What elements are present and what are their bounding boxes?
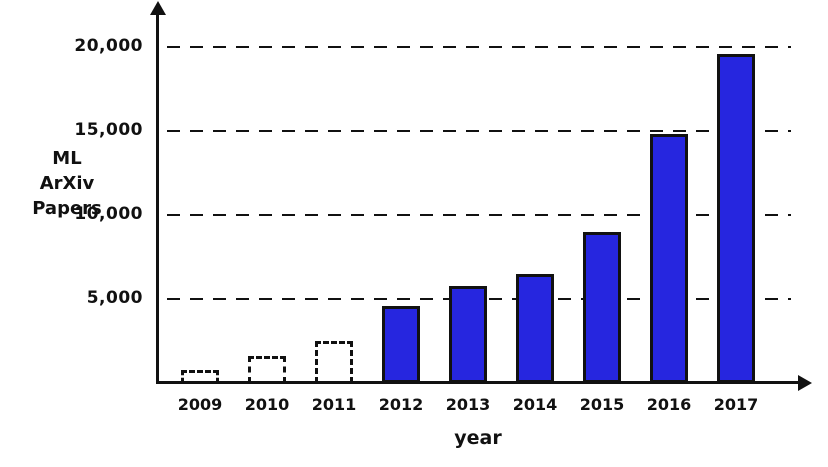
x-axis-line	[156, 381, 800, 384]
y-tick-label-10000: 10,000	[74, 204, 143, 224]
bar-2013	[449, 286, 487, 383]
x-tick-label-2014: 2014	[512, 395, 558, 414]
x-tick-label-2010: 2010	[244, 395, 290, 414]
bar-2010	[248, 356, 286, 383]
x-tick-label-2009: 2009	[177, 395, 223, 414]
gridline-10000	[167, 214, 791, 216]
y-axis-title: ML ArXiv Papers	[14, 146, 120, 222]
x-axis-arrow-icon	[798, 374, 812, 391]
y-axis-title-line-2: ArXiv	[39, 173, 95, 195]
gridline-20000	[167, 46, 791, 48]
x-tick-label-2012: 2012	[378, 395, 424, 414]
bar-2012	[382, 306, 420, 383]
y-axis-arrow-icon	[150, 1, 166, 15]
bar-2016	[650, 134, 688, 383]
bar-2015	[583, 232, 621, 383]
x-tick-label-2015: 2015	[579, 395, 625, 414]
x-axis-title: year	[454, 427, 502, 449]
x-tick-label-2016: 2016	[646, 395, 692, 414]
y-tick-label-20000: 20,000	[74, 36, 143, 56]
bar-2014	[516, 274, 554, 383]
x-tick-label-2013: 2013	[445, 395, 491, 414]
gridline-15000	[167, 130, 791, 132]
y-axis-title-line-1: ML	[52, 148, 82, 169]
x-tick-label-2017: 2017	[713, 395, 759, 414]
y-tick-label-15000: 15,000	[74, 120, 143, 140]
x-tick-label-2011: 2011	[311, 395, 357, 414]
y-axis-line	[156, 12, 159, 384]
bar-2017	[717, 54, 755, 383]
bar-2011	[315, 341, 353, 383]
y-tick-label-5000: 5,000	[86, 288, 143, 308]
y-axis-title-line-3: Papers	[32, 198, 102, 220]
bar-2009	[181, 370, 219, 383]
